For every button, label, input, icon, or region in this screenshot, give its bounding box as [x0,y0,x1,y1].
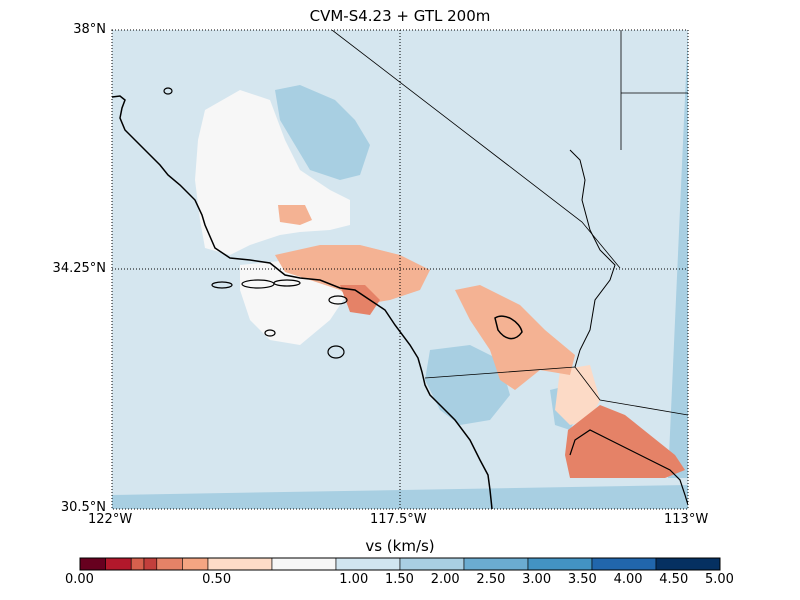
colorbar-tick-label: 3.50 [567,572,597,587]
map-title: CVM-S4.23 + GTL 200m [309,7,491,25]
colorbar-tick-label: 4.00 [613,572,643,587]
colorbar-tick-label: 3.00 [522,572,552,587]
colorbar-segment [591,557,657,571]
colorbar-segment [105,557,132,571]
colorbar-segment [207,557,273,571]
field-dark-salmon-mexico [565,405,685,478]
map-plot-area [112,30,688,509]
field-salmon-patch [278,205,312,225]
lat-label-bottom: 30.5°N [60,500,106,515]
colorbar-segment [335,557,401,571]
colorbar-tick-label: 2.00 [430,572,460,587]
colorbar-tick-label: 5.00 [705,572,734,587]
colorado-river [569,149,616,368]
lat-label-top: 38°N [73,22,106,37]
field-coastal-white [195,90,350,255]
colorbar-tick-label: 2.50 [476,572,506,587]
colorbar-segment [271,557,337,571]
political-boundaries [331,30,688,416]
field-south-edge [112,485,688,509]
us-mexico-border [424,366,688,416]
colorbar-tick-label: 4.50 [659,572,689,587]
island-santa-catalina [264,329,276,337]
colorbar-segment [156,557,183,571]
graticule [112,30,688,509]
island-farallon [163,87,173,95]
colorbar-tick-label: 1.00 [339,572,369,587]
field-imperial-light-salmon [555,365,600,425]
coastline [112,95,493,509]
colorbar-segment [130,557,145,571]
map-frame [111,29,689,510]
field-dark-salmon-la [340,285,380,315]
colorbar-segment [463,557,529,571]
island-santa-barbara [328,295,348,305]
gulf-coastline [569,429,688,506]
colorbar-tick-label: 1.50 [385,572,414,587]
field-east-edge [668,30,688,478]
lat-label-middle: 34.25°N [52,261,106,276]
colorbar-segment [655,557,721,571]
colorbar-segment [399,557,465,571]
lon-label-right: 113°W [664,512,709,527]
colorbar-segment [79,557,106,571]
colorbar-tick-label: 0.00 [65,572,94,587]
field-blue-southeast [425,345,510,425]
island-san-miguel [211,281,233,289]
colorbar [79,557,721,571]
colorbar-segment [527,557,593,571]
colorbar-segment [143,557,158,571]
field-la-basin-salmon [275,245,430,305]
salton-sea-outline [494,315,523,340]
colorbar-title: vs (km/s) [365,537,435,555]
field-blue-north [275,85,370,180]
colorbar-outline [79,557,721,571]
island-santa-cruz [273,279,301,287]
island-san-nicolas [327,345,345,359]
lon-label-left: 122°W [88,512,133,527]
colorbar-segment [182,557,209,571]
colorbar-tick-label: 0.50 [202,572,232,587]
channel-islands [163,87,348,359]
ca-nv-border [331,30,621,269]
lon-label-center: 117.5°W [370,512,427,527]
